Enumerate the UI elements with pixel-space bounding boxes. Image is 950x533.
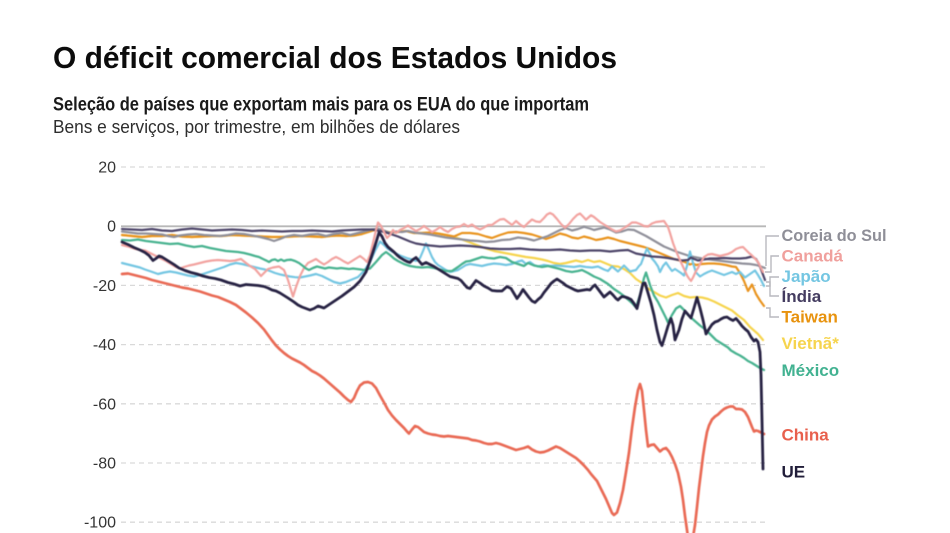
svg-text:-20: -20 <box>93 278 116 295</box>
svg-text:20: 20 <box>98 160 116 177</box>
svg-text:Bens e serviços, por trimestre: Bens e serviços, por trimestre, em bilhõ… <box>53 117 460 137</box>
svg-text:UE: UE <box>782 463 806 482</box>
svg-text:O déficit comercial dos Estado: O déficit comercial dos Estados Unidos <box>53 40 617 75</box>
svg-text:-40: -40 <box>93 337 116 354</box>
svg-text:Índia: Índia <box>782 287 822 306</box>
svg-text:0: 0 <box>107 219 116 236</box>
svg-text:Japão: Japão <box>782 267 831 286</box>
svg-text:-60: -60 <box>93 396 116 413</box>
svg-text:Canadá: Canadá <box>782 247 844 266</box>
svg-text:México: México <box>782 361 840 380</box>
svg-text:Coreia do Sul: Coreia do Sul <box>782 226 887 245</box>
svg-text:Taiwan: Taiwan <box>782 308 838 327</box>
svg-text:-100: -100 <box>84 515 116 532</box>
svg-text:China: China <box>782 426 830 445</box>
svg-text:Vietnã*: Vietnã* <box>782 334 840 353</box>
svg-text:-80: -80 <box>93 456 116 473</box>
svg-text:Seleção de países que exportam: Seleção de países que exportam mais para… <box>53 94 589 116</box>
